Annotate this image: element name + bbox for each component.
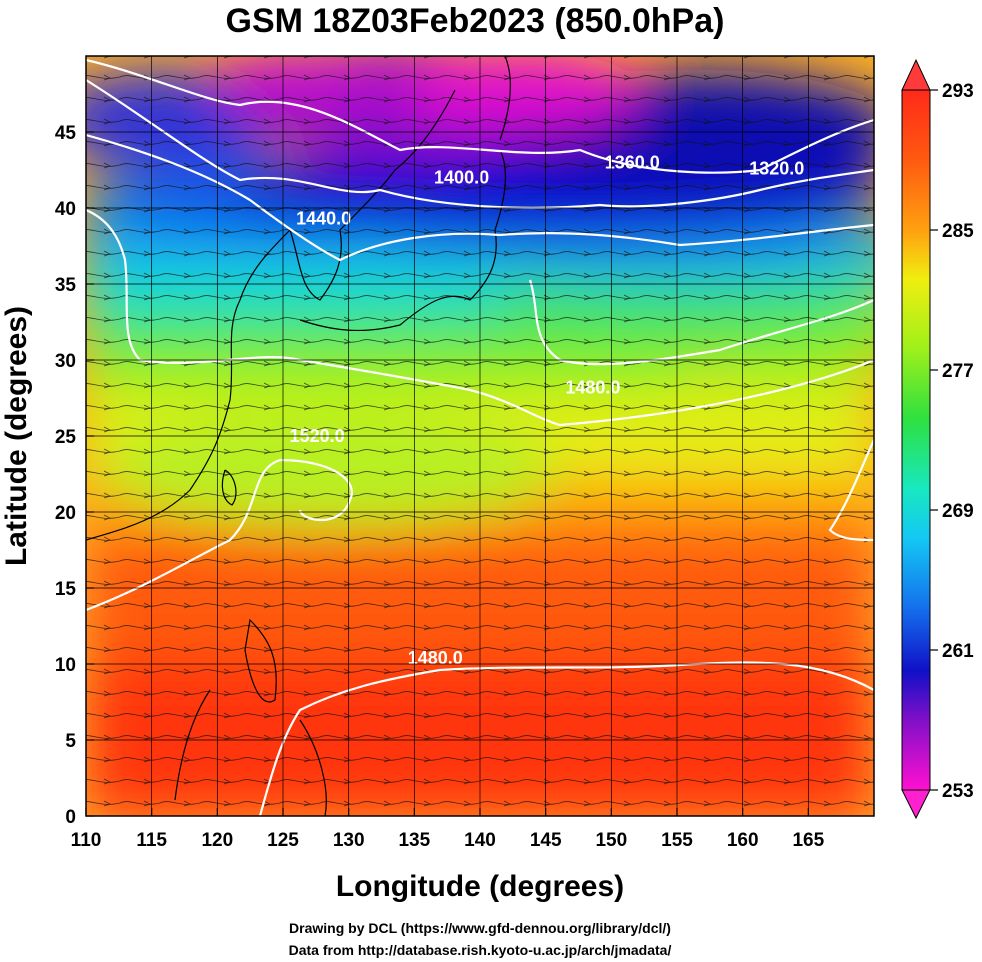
- x-tick-label: 150: [595, 830, 627, 851]
- chart-title: GSM 18Z03Feb2023 (850.0hPa): [226, 2, 725, 40]
- colorbar-tick-label: 261: [942, 641, 974, 662]
- y-tick-label: 10: [55, 655, 76, 676]
- x-tick-label: 130: [333, 830, 365, 851]
- x-tick-label: 135: [398, 830, 430, 851]
- x-tick-label: 160: [727, 830, 759, 851]
- x-tick-label: 165: [792, 830, 824, 851]
- colorbar-upper-arrow: [901, 58, 931, 91]
- y-tick-label: 20: [55, 503, 76, 524]
- credit-data: Data from http://database.rish.kyoto-u.a…: [289, 942, 672, 958]
- x-tick-label: 110: [71, 830, 102, 851]
- colorbar-body: [901, 89, 931, 791]
- contour-label: 1400.0: [434, 168, 489, 188]
- grid: [86, 56, 874, 816]
- y-tick-label: 5: [65, 731, 76, 752]
- y-tick-label: 40: [55, 199, 76, 220]
- credit-drawing: Drawing by DCL (https://www.gfd-dennou.o…: [289, 920, 671, 936]
- colorbar-lower-arrow: [901, 789, 931, 820]
- colorbar-tick-label: 253: [942, 781, 974, 802]
- x-tick-label: 125: [267, 830, 299, 851]
- y-tick-label: 25: [55, 427, 77, 448]
- colorbar: 293 285 277 269 261 253: [901, 58, 974, 820]
- x-axis: 110 115 120 125 130 135 140 145 150 155 160 165: [71, 808, 825, 851]
- contour-label: 1440.0: [296, 209, 351, 229]
- x-tick-label: 115: [136, 830, 167, 851]
- x-axis-label: Longitude (degrees): [336, 870, 624, 903]
- y-tick-label: 0: [65, 807, 76, 828]
- colorbar-tick-label: 269: [942, 501, 974, 522]
- x-tick-label: 155: [661, 830, 693, 851]
- x-tick-label: 120: [201, 830, 233, 851]
- colorbar-ticks: 293 285 277 269 261 253: [930, 81, 974, 802]
- contour-labels: 1320.01360.01400.01440.01480.01520.01480…: [290, 152, 805, 668]
- x-tick-label: 140: [464, 830, 496, 851]
- colorbar-tick-label: 285: [942, 221, 974, 242]
- map-plot: 1320.01360.01400.01440.01480.01520.01480…: [86, 56, 874, 816]
- colorbar-tick-label: 277: [942, 361, 974, 382]
- y-tick-label: 30: [55, 351, 76, 372]
- y-tick-label: 45: [55, 123, 77, 144]
- y-tick-label: 15: [55, 579, 77, 600]
- contour-label: 1360.0: [605, 152, 660, 172]
- x-tick-label: 145: [530, 830, 562, 851]
- height-contours: [86, 58, 874, 816]
- contour-label: 1480.0: [565, 377, 620, 397]
- contour-label: 1320.0: [749, 159, 804, 179]
- colorbar-tick-label: 293: [942, 81, 974, 102]
- contour-label: 1480.0: [408, 648, 463, 668]
- y-axis: 0 5 10 15 20 25 30 35 40 45: [55, 123, 94, 828]
- y-tick-label: 35: [55, 275, 77, 296]
- y-axis-label: Latitude (degrees): [0, 306, 33, 566]
